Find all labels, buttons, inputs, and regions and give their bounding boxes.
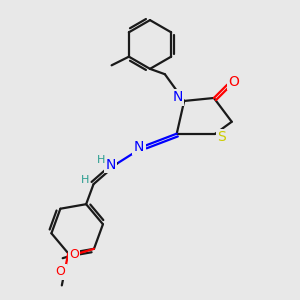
Text: N: N — [172, 90, 183, 104]
Text: O: O — [228, 75, 239, 88]
Text: O: O — [69, 248, 79, 262]
Text: H: H — [97, 155, 105, 165]
Text: N: N — [106, 158, 116, 172]
Text: H: H — [80, 175, 89, 185]
Text: S: S — [218, 130, 226, 144]
Text: N: N — [134, 140, 144, 154]
Text: O: O — [56, 265, 65, 278]
